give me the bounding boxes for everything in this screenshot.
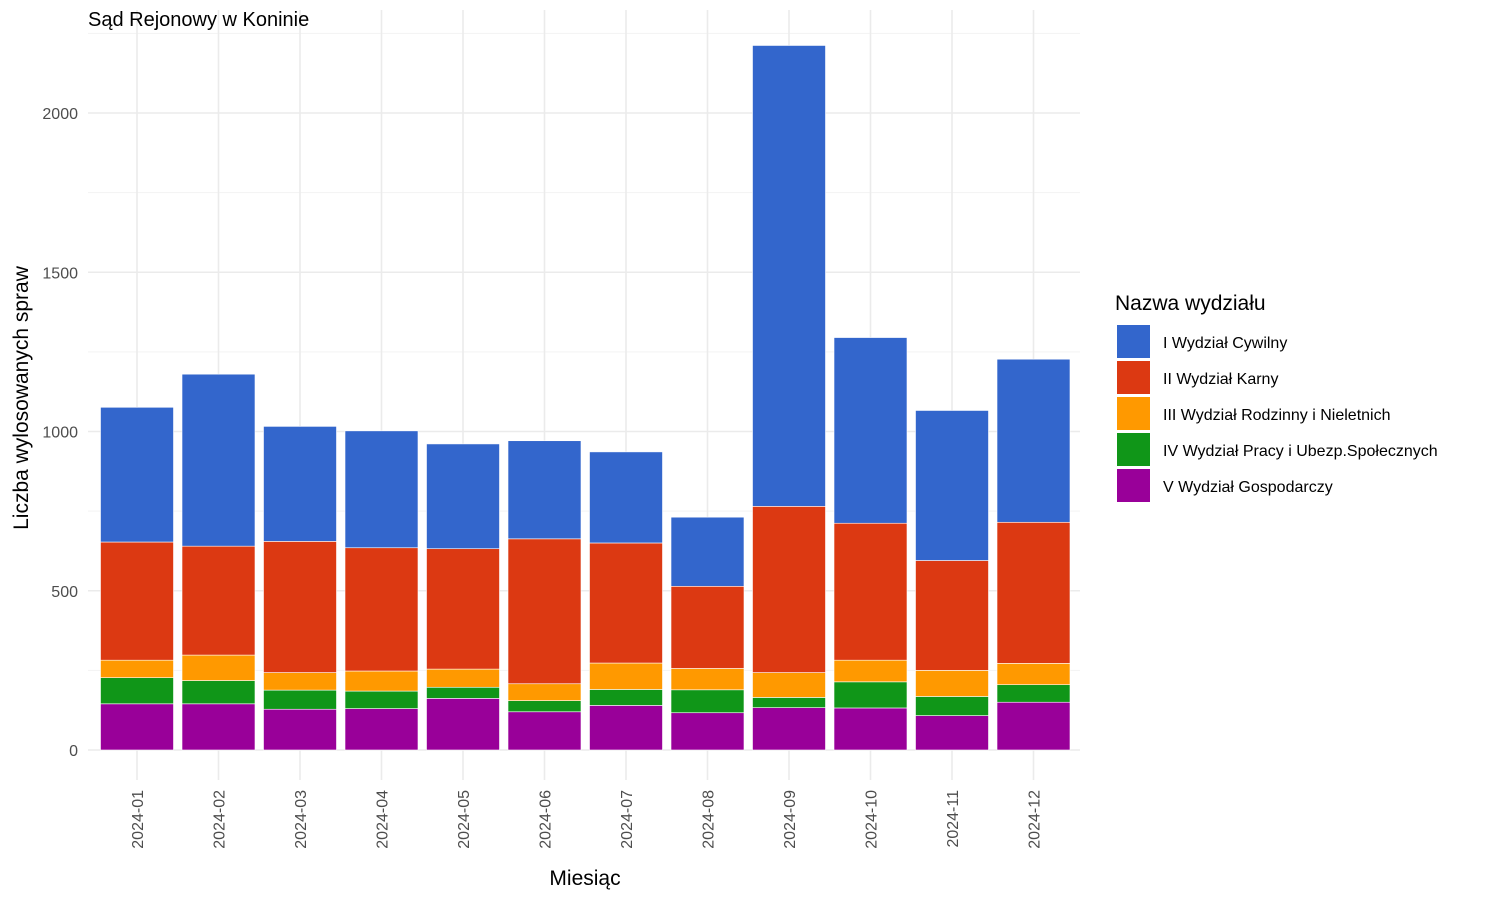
bar-segment [507, 683, 582, 701]
bar-segment [426, 686, 500, 699]
bar-segment [426, 548, 500, 670]
bar-segment [833, 681, 908, 709]
legend: Nazwa wydziału I Wydział Cywilny II Wydzi… [1115, 292, 1438, 502]
bar-segment [915, 560, 989, 671]
bar-segment [670, 668, 745, 691]
x-tick-label: 2024-01 [130, 790, 147, 849]
legend-title: Nazwa wydziału [1115, 292, 1266, 315]
bar-segment [426, 698, 500, 751]
bar-segment [263, 426, 337, 542]
bar-segment [263, 541, 337, 673]
bar-segment [507, 440, 582, 540]
bar-segment [589, 542, 663, 664]
bar-segment [996, 663, 1071, 686]
x-tick-label: 2024-05 [456, 790, 473, 849]
bar-segment [915, 715, 989, 751]
bar-segment [833, 707, 908, 751]
bar-segment [507, 700, 582, 713]
y-tick-label: 0 [69, 743, 78, 760]
bar-segment [915, 696, 989, 716]
bar-segment [752, 672, 826, 698]
legend-key [1117, 361, 1150, 394]
bar-segment [670, 585, 745, 669]
bar-segment [589, 662, 663, 690]
x-tick-label: 2024-08 [701, 790, 718, 849]
bar-segment [752, 707, 826, 751]
bar-segment [752, 506, 826, 673]
bar-segment [344, 430, 419, 549]
bar-segment [507, 538, 582, 685]
bar-segment [263, 672, 337, 691]
bar-segment [100, 677, 174, 705]
bar-segment [100, 703, 174, 751]
bar-segment [670, 712, 745, 751]
x-tick-label: 2024-03 [293, 790, 310, 849]
bar-segment [344, 708, 419, 751]
bar-segment [181, 373, 256, 547]
bar-segment [670, 516, 745, 587]
y-tick-label: 2000 [42, 106, 78, 123]
legend-key [1117, 433, 1150, 466]
bar-segment [833, 659, 908, 683]
x-tick-label: 2024-12 [1027, 790, 1044, 849]
legend-key [1117, 397, 1150, 430]
bar-segment [181, 654, 256, 681]
bar-segment [100, 659, 174, 679]
bar-segment [589, 705, 663, 751]
bar-segment [100, 406, 174, 543]
legend-label: I Wydział Cywilny [1163, 335, 1287, 352]
bar-segment [996, 701, 1071, 751]
bar-segment [100, 541, 174, 661]
y-axis-ticks: 0 500 1000 1500 2000 [42, 106, 78, 760]
bar-segment [752, 45, 826, 507]
bar-layer [100, 45, 1071, 751]
bar-segment [589, 451, 663, 544]
y-axis-title: Liczba wylosowanych spraw [10, 265, 33, 530]
bar-segment [996, 521, 1071, 664]
bar-segment [670, 689, 745, 714]
bar-segment [589, 689, 663, 706]
bar-segment [344, 690, 419, 709]
bar-segment [263, 708, 337, 751]
chart-title: Sąd Rejonowy w Koninie [88, 9, 309, 31]
bar-segment [181, 545, 256, 656]
x-tick-label: 2024-06 [538, 790, 555, 849]
legend-label: IV Wydział Pracy i Ubezp.Społecznych [1163, 443, 1438, 460]
x-axis-ticks: 2024-01 2024-02 2024-03 2024-04 2024-05 2024-… [130, 790, 1044, 849]
legend-key [1117, 469, 1150, 502]
x-tick-label: 2024-09 [782, 790, 799, 849]
bar-segment [344, 547, 419, 672]
bar-segment [181, 703, 256, 751]
bar-segment [426, 668, 500, 688]
x-tick-label: 2024-10 [864, 790, 881, 849]
bar-segment [181, 680, 256, 705]
x-axis-title: Miesiąc [549, 867, 620, 890]
bar-segment [996, 358, 1071, 523]
bar-segment [833, 522, 908, 661]
x-tick-label: 2024-04 [375, 790, 392, 849]
bar-segment [263, 689, 337, 710]
bar-segment [426, 443, 500, 550]
x-tick-label: 2024-02 [212, 790, 229, 849]
bar-segment [915, 670, 989, 697]
y-tick-label: 1000 [42, 425, 78, 442]
x-tick-label: 2024-11 [945, 790, 962, 848]
bar-segment [507, 711, 582, 751]
bar-segment [344, 670, 419, 692]
bar-segment [833, 337, 908, 524]
legend-label: III Wydział Rodzinny i Nieletnich [1163, 407, 1391, 424]
legend-label: V Wydział Gospodarczy [1163, 479, 1333, 496]
y-tick-label: 1500 [42, 265, 78, 282]
legend-label: II Wydział Karny [1163, 371, 1278, 388]
bar-segment [996, 684, 1071, 703]
y-tick-label: 500 [51, 584, 78, 601]
legend-key [1117, 325, 1150, 358]
bar-segment [752, 697, 826, 708]
x-tick-label: 2024-07 [619, 790, 636, 849]
bar-segment [915, 410, 989, 561]
